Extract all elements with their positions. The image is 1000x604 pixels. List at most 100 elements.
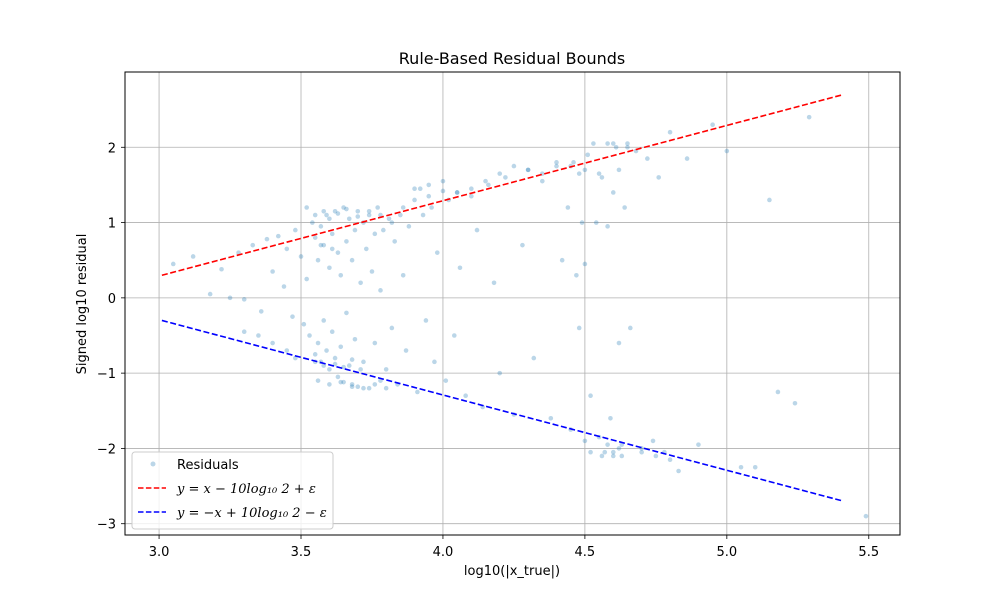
data-point — [332, 355, 338, 361]
data-point — [315, 378, 321, 383]
data-point — [372, 340, 378, 346]
data-point — [483, 178, 488, 184]
data-point — [576, 325, 582, 331]
data-point — [582, 261, 588, 267]
data-point — [329, 246, 335, 252]
data-point — [318, 242, 324, 248]
data-point — [378, 288, 383, 293]
data-point — [335, 374, 341, 380]
data-point — [497, 171, 503, 176]
data-point — [349, 382, 355, 387]
data-point — [639, 449, 644, 455]
data-point — [358, 280, 363, 286]
data-point — [610, 449, 616, 455]
data-point — [335, 211, 341, 216]
data-point — [400, 272, 406, 278]
data-point — [616, 167, 622, 173]
data-point — [599, 453, 605, 459]
data-point — [341, 205, 346, 210]
data-point — [576, 171, 582, 176]
data-point — [645, 156, 650, 161]
data-point — [372, 231, 378, 237]
data-point — [540, 178, 545, 184]
y-tick-label: −2 — [97, 442, 116, 457]
data-point — [349, 384, 355, 389]
data-point — [284, 348, 290, 353]
data-point — [389, 325, 395, 331]
data-point — [454, 190, 460, 195]
data-point — [565, 205, 571, 210]
data-point — [616, 340, 622, 346]
data-point — [608, 416, 613, 421]
data-point — [207, 291, 213, 297]
data-point — [307, 333, 312, 338]
data-point — [327, 367, 332, 372]
data-point — [469, 193, 474, 199]
data-point — [284, 246, 290, 252]
data-point — [321, 208, 327, 214]
data-point — [591, 141, 596, 146]
data-point — [293, 227, 298, 233]
data-point — [752, 464, 758, 470]
data-point — [710, 122, 715, 127]
data-point — [338, 344, 344, 350]
data-point — [349, 357, 355, 362]
data-point — [386, 216, 392, 222]
data-point — [463, 393, 468, 399]
data-point — [423, 318, 429, 323]
data-point — [375, 205, 380, 210]
data-point — [457, 265, 463, 271]
data-point — [596, 171, 602, 176]
data-point — [190, 254, 196, 259]
data-point — [613, 144, 619, 150]
data-point — [619, 453, 625, 459]
data-point — [525, 167, 531, 173]
data-point — [369, 269, 375, 274]
data-point — [275, 233, 281, 239]
data-point — [806, 114, 812, 120]
data-point — [338, 379, 344, 385]
data-point — [321, 242, 327, 248]
x-tick-label: 5.5 — [858, 545, 879, 560]
plot-frame — [124, 71, 901, 536]
data-point — [593, 220, 599, 225]
data-point — [290, 314, 295, 319]
data-point — [258, 309, 264, 314]
data-point — [585, 152, 591, 158]
data-point — [434, 250, 440, 255]
data-point — [525, 167, 531, 173]
data-point — [318, 224, 324, 229]
data-point — [335, 250, 341, 255]
data-point — [327, 265, 332, 271]
data-point — [724, 148, 730, 154]
y-axis-label: Signed log10 residual — [75, 234, 90, 375]
data-point — [349, 257, 355, 263]
chart-title: Rule-Based Residual Bounds — [399, 49, 625, 68]
data-point — [503, 175, 508, 180]
data-point — [324, 212, 329, 218]
data-point — [667, 129, 673, 135]
data-point — [574, 272, 579, 278]
data-point — [628, 325, 633, 331]
data-point — [361, 359, 366, 365]
data-point — [582, 438, 588, 444]
data-point — [469, 186, 474, 191]
data-point — [315, 257, 321, 263]
data-point — [622, 205, 627, 210]
data-point — [361, 385, 366, 391]
data-point — [452, 333, 457, 338]
data-point — [440, 178, 446, 184]
data-point — [352, 227, 358, 233]
data-point — [653, 453, 659, 459]
data-point — [588, 449, 593, 455]
data-point — [381, 227, 386, 233]
data-point — [554, 160, 559, 165]
data-point — [767, 197, 772, 203]
data-point — [355, 384, 361, 389]
data-point — [616, 446, 622, 451]
data-point — [332, 208, 338, 214]
data-point — [264, 236, 270, 242]
axis-ticks: 3.0 3.5 4.0 4.5 5.0 5.5 −3 −2 −1 0 1 2 — [97, 141, 879, 560]
data-point — [281, 284, 287, 289]
